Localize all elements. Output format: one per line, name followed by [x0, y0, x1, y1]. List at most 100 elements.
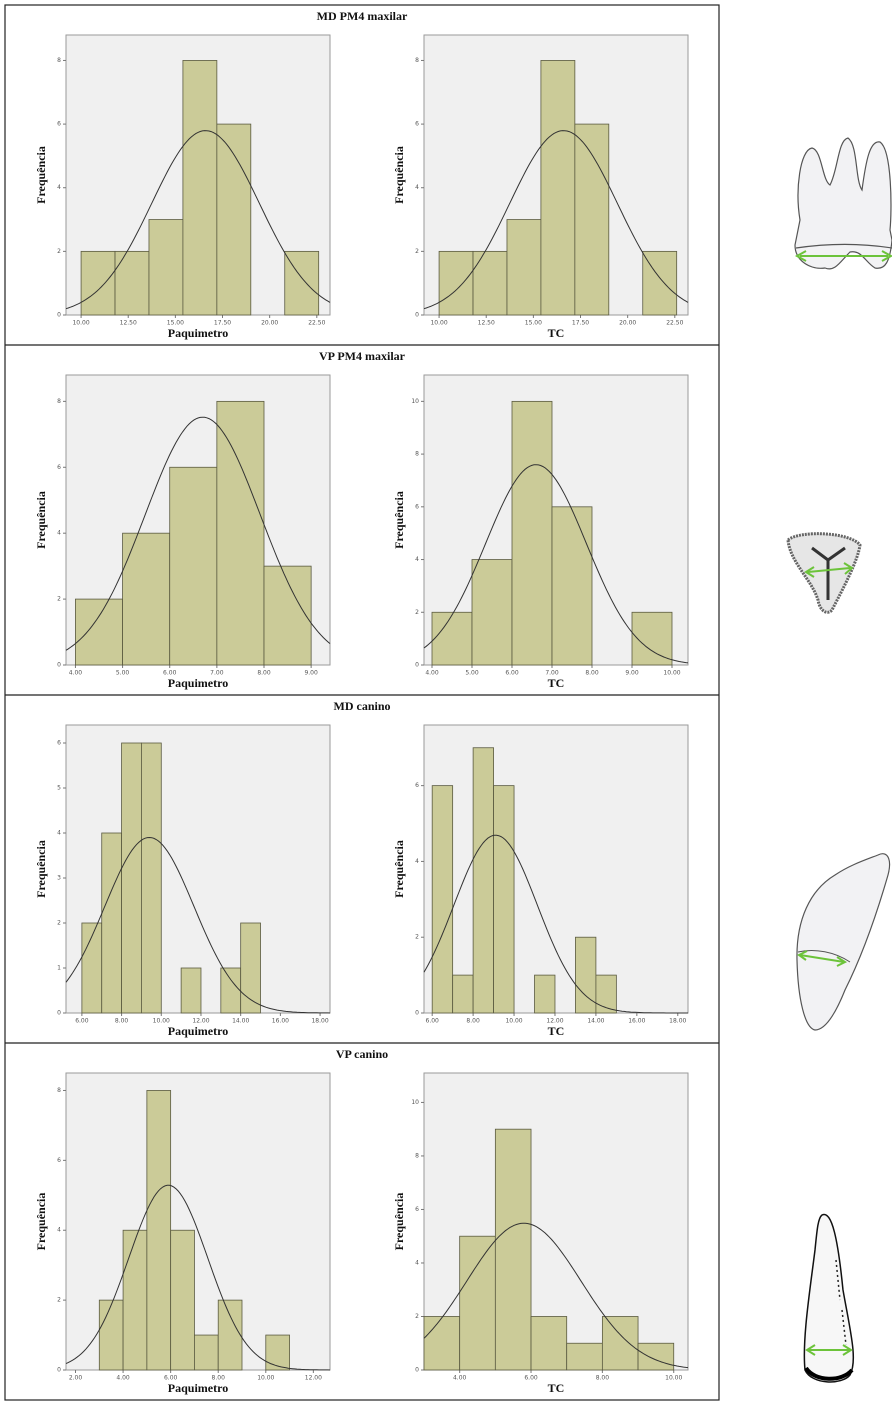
bar: [123, 1230, 147, 1370]
y-tick-label: 6: [57, 464, 61, 471]
y-tick-label: 0: [57, 662, 61, 669]
y-tick-label: 8: [57, 1087, 61, 1094]
y-tick-label: 8: [415, 451, 419, 458]
x-tick-label: 4.00: [425, 670, 439, 677]
y-tick-label: 2: [57, 1297, 61, 1304]
y-tick-label: 0: [57, 312, 61, 319]
x-tick-label: 8.00: [596, 1375, 610, 1382]
bar: [567, 1343, 603, 1370]
x-axis-label: TC: [548, 676, 565, 690]
x-tick-label: 14.00: [232, 1018, 249, 1025]
bar: [602, 1316, 638, 1370]
bar: [266, 1335, 290, 1370]
y-tick-label: 6: [57, 121, 61, 128]
bar: [141, 743, 161, 1013]
bar: [81, 251, 115, 315]
x-tick-label: 10.00: [665, 1375, 682, 1382]
y-tick-label: 0: [415, 1367, 419, 1374]
y-tick-label: 4: [57, 184, 61, 191]
y-tick-label: 8: [415, 1152, 419, 1159]
y-tick-label: 4: [57, 1227, 61, 1234]
y-tick-label: 2: [415, 1313, 419, 1320]
bar: [115, 251, 149, 315]
x-axis-label: Paquimetro: [168, 676, 228, 690]
y-tick-label: 0: [415, 312, 419, 319]
x-tick-label: 8.00: [115, 1018, 129, 1025]
bar: [535, 975, 555, 1013]
x-tick-label: 10.00: [663, 670, 680, 677]
y-tick-label: 6: [415, 782, 419, 789]
bar: [575, 124, 609, 315]
bar: [122, 743, 142, 1013]
y-tick-label: 1: [57, 965, 61, 972]
bar: [194, 1335, 218, 1370]
bar: [75, 599, 122, 665]
bar: [472, 560, 512, 665]
x-tick-label: 2.00: [69, 1375, 83, 1382]
bar: [473, 748, 493, 1013]
bar: [217, 124, 251, 315]
y-tick-label: 6: [415, 503, 419, 510]
x-tick-label: 9.00: [625, 670, 639, 677]
x-axis-label: TC: [548, 1381, 565, 1395]
x-tick-label: 4.00: [453, 1375, 467, 1382]
page: {"panel_titles": ["MD PM4 maxilar", "VP …: [0, 0, 892, 1403]
y-tick-label: 4: [415, 556, 419, 563]
y-tick-label: 2: [57, 248, 61, 255]
bar: [217, 401, 264, 665]
bar: [512, 401, 552, 665]
y-axis-label: Frequência: [392, 491, 406, 549]
bar: [473, 251, 507, 315]
x-tick-label: 16.00: [272, 1018, 289, 1025]
bar: [460, 1236, 496, 1370]
bar: [638, 1343, 674, 1370]
bar: [99, 1300, 123, 1370]
x-tick-label: 22.50: [666, 320, 683, 327]
panel-title: MD PM4 maxilar: [317, 9, 408, 23]
bar: [170, 467, 217, 665]
bar: [181, 968, 201, 1013]
x-tick-label: 12.00: [305, 1375, 322, 1382]
x-tick-label: 8.00: [257, 670, 271, 677]
x-tick-label: 4.00: [69, 670, 83, 677]
x-axis-label: Paquimetro: [168, 1024, 228, 1038]
x-tick-label: 12.50: [120, 320, 137, 327]
y-tick-label: 4: [415, 184, 419, 191]
bar: [507, 220, 541, 315]
y-tick-label: 3: [57, 875, 61, 882]
bar: [432, 612, 472, 665]
y-tick-label: 4: [57, 530, 61, 537]
bar: [218, 1300, 242, 1370]
y-tick-label: 0: [415, 662, 419, 669]
x-tick-label: 6.00: [505, 670, 519, 677]
x-tick-label: 22.50: [308, 320, 325, 327]
y-tick-label: 2: [415, 609, 419, 616]
x-axis-label: Paquimetro: [168, 1381, 228, 1395]
y-tick-label: 4: [415, 858, 419, 865]
x-tick-label: 6.00: [426, 1018, 440, 1025]
y-tick-label: 8: [415, 57, 419, 64]
y-axis-label: Frequência: [34, 146, 48, 204]
y-axis-label: Frequência: [392, 840, 406, 898]
x-tick-label: 10.00: [430, 320, 447, 327]
y-tick-label: 6: [57, 1157, 61, 1164]
tooth-canine-vp: [804, 1214, 853, 1382]
x-axis-label: TC: [548, 326, 565, 340]
y-tick-label: 2: [415, 934, 419, 941]
y-axis-label: Frequência: [392, 146, 406, 204]
bar: [439, 251, 473, 315]
y-axis-label: Frequência: [392, 1193, 406, 1251]
x-axis-label: TC: [548, 1024, 565, 1038]
x-tick-label: 20.00: [619, 320, 636, 327]
y-tick-label: 6: [57, 740, 61, 747]
plot-area: [424, 725, 688, 1013]
y-tick-label: 8: [57, 57, 61, 64]
bar: [495, 1129, 531, 1370]
x-tick-label: 10.00: [257, 1375, 274, 1382]
tooth-pm4-vp: [788, 534, 860, 613]
bar: [424, 1316, 460, 1370]
y-axis-label: Frequência: [34, 1193, 48, 1251]
bar: [531, 1316, 567, 1370]
y-tick-label: 6: [415, 121, 419, 128]
x-tick-label: 10.00: [505, 1018, 522, 1025]
